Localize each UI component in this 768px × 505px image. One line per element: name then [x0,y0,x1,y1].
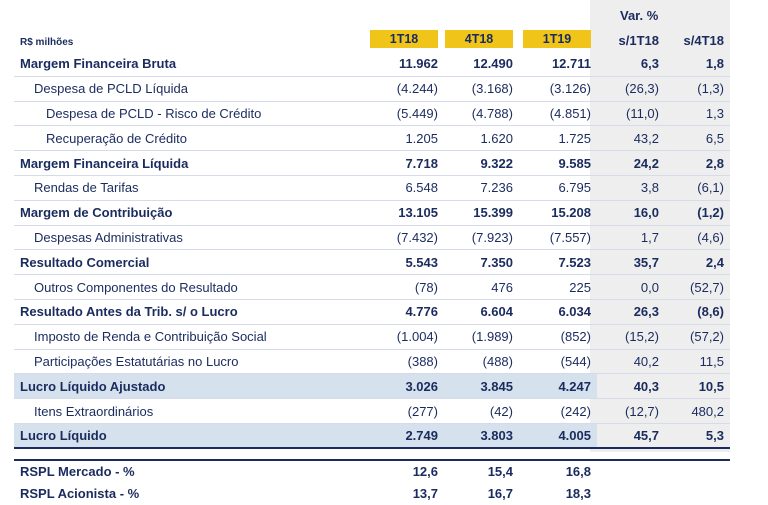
period-1t19: 1T19 [523,30,591,48]
unit-label: R$ milhões [20,37,74,48]
footer-divider [14,458,730,461]
var-col-4t18: s/4T18 [683,33,724,48]
var-col-1t18: s/1T18 [618,33,659,48]
var-title: Var. % [620,8,659,23]
variation-background [590,0,730,452]
income-statement-table: R$ milhões 1T18 4T18 1T19 s/1T18 s/4T18 … [14,0,730,505]
period-4t18: 4T18 [445,30,513,48]
period-1t18: 1T18 [370,30,438,48]
